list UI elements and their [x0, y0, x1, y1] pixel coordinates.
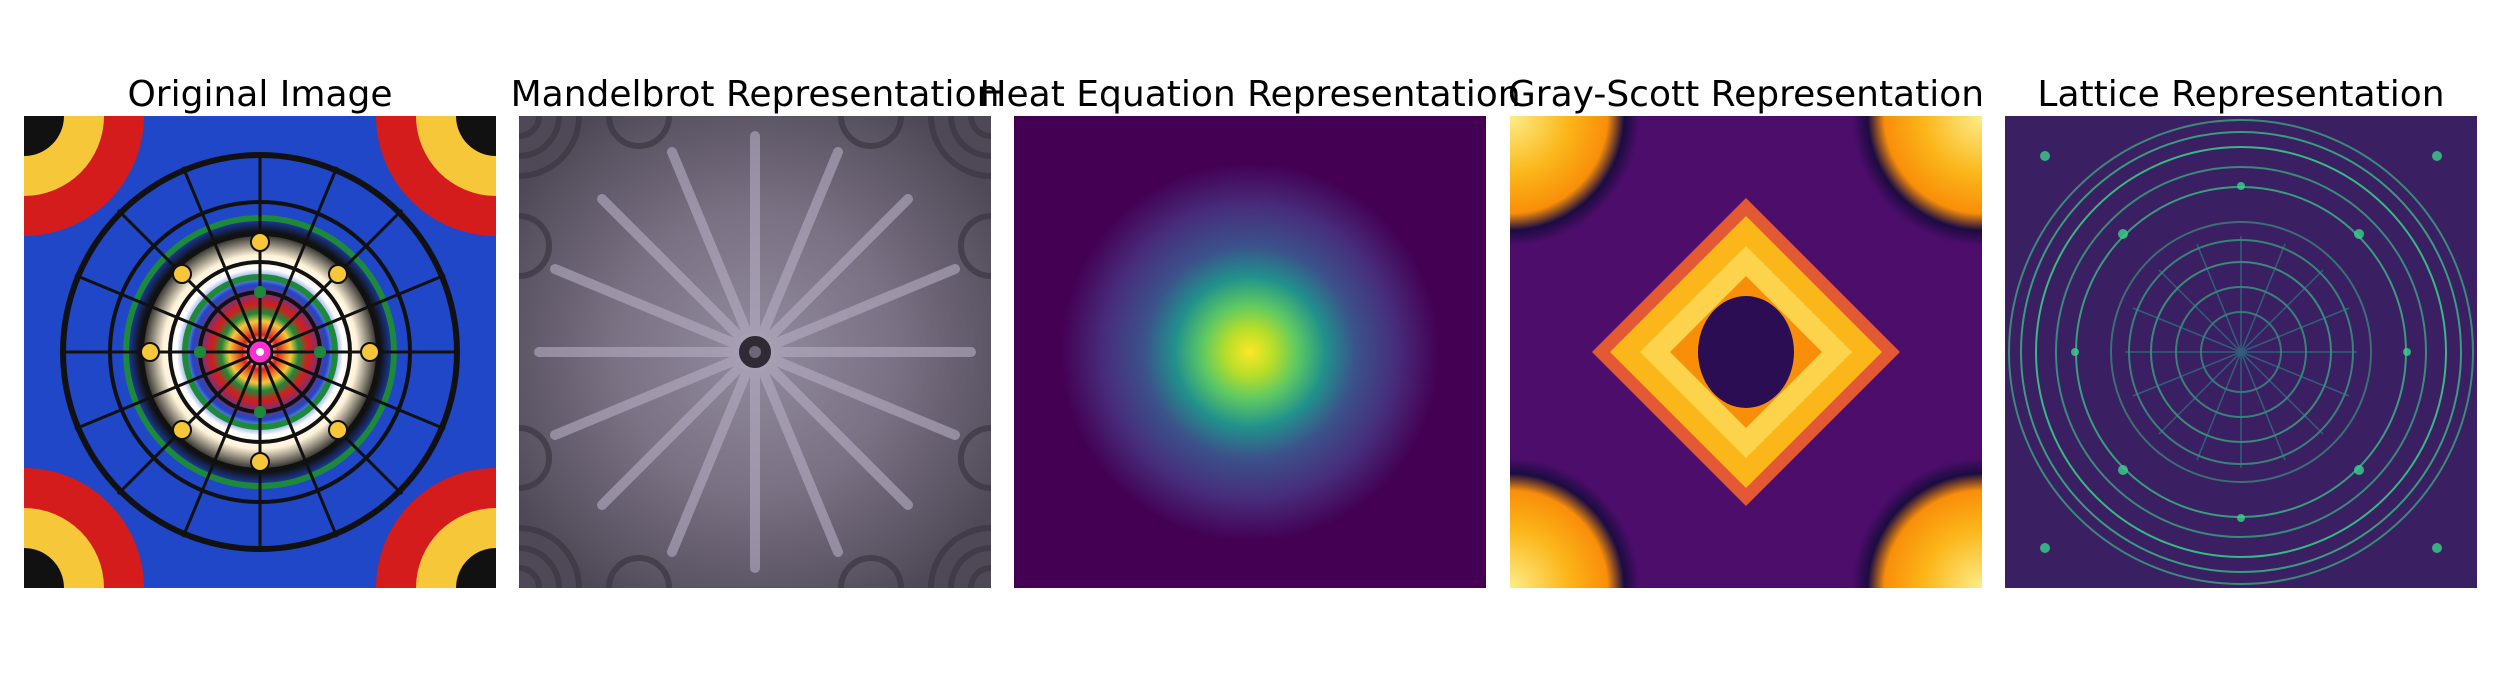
- panel-title-heat-equation: Heat Equation Representation: [979, 74, 1521, 115]
- panel-title-mandelbrot: Mandelbrot Representation: [510, 74, 1000, 115]
- mandelbrot-representation-image: [519, 116, 991, 588]
- gray-scott-representation-image: [1510, 116, 1982, 588]
- original-kaleidoscope-image: [24, 116, 496, 588]
- panel-title-original: Original Image: [127, 74, 393, 115]
- lattice-representation-image: [2005, 116, 2477, 588]
- panel-title-lattice: Lattice Representation: [2037, 74, 2445, 115]
- heat-equation-representation-image: [1014, 116, 1486, 588]
- panel-title-gray-scott: Gray-Scott Representation: [1507, 74, 1985, 115]
